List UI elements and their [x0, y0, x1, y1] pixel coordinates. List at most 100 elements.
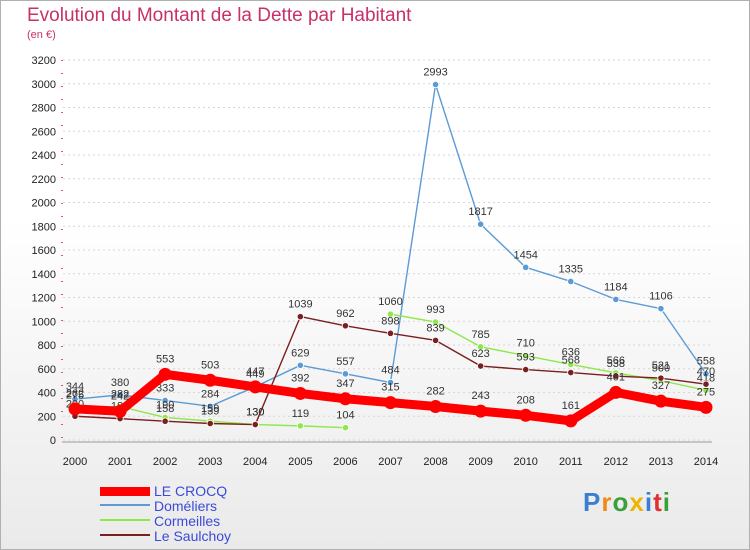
data-label-domeliers-2003: 284	[201, 388, 219, 400]
data-point-domeliers-2005	[296, 361, 304, 369]
x-tick-label-2003: 2003	[198, 456, 222, 468]
data-label-domeliers-2012: 1184	[604, 281, 628, 293]
y-tick-label-200: 200	[38, 411, 56, 423]
data-label-domeliers-2011: 1335	[559, 263, 583, 275]
data-point-le-crocq-2000	[68, 402, 82, 416]
data-point-le-saulchoy-2003	[206, 419, 214, 428]
y-tick-label-1400: 1400	[32, 269, 56, 281]
data-label-domeliers-2013: 1106	[649, 291, 673, 303]
legend-label-domeliers: Doméliers	[154, 498, 218, 514]
data-label-le-saulchoy-2011: 568	[562, 355, 580, 367]
data-label-le-crocq-2012: 401	[607, 371, 625, 383]
data-point-le-crocq-2013	[654, 394, 668, 408]
legend-swatch-le-saulchoy	[100, 534, 150, 536]
data-point-cormeilles-2005	[296, 422, 304, 430]
data-point-domeliers-2001	[116, 391, 124, 399]
y-tick-label-3200: 3200	[32, 55, 56, 67]
data-point-cormeilles-2009	[477, 343, 485, 351]
data-label-le-crocq-2006: 347	[336, 378, 354, 390]
data-point-domeliers-2012	[612, 295, 620, 303]
data-label-le-saulchoy-2008: 839	[426, 322, 444, 334]
data-point-domeliers-2007	[386, 378, 395, 387]
data-label-le-saulchoy-2010: 593	[517, 352, 535, 364]
data-point-le-saulchoy-2012	[612, 372, 620, 380]
data-point-le-crocq-2009	[474, 404, 488, 418]
x-tick-label-2012: 2012	[604, 456, 628, 468]
x-tick-label-2006: 2006	[333, 456, 357, 468]
data-label-cormeilles-2009: 785	[471, 329, 489, 341]
y-tick-label-3000: 3000	[32, 79, 56, 91]
data-label-le-crocq-2007: 315	[381, 382, 399, 394]
data-point-le-crocq-2003	[203, 373, 217, 387]
series-line-cormeilles-2	[389, 313, 707, 392]
data-label-cormeilles-2007: 1060	[378, 296, 402, 308]
data-label-cormeilles-2002: 190	[156, 399, 174, 411]
data-point-le-crocq-2006	[338, 392, 352, 406]
data-point-le-saulchoy-2006	[341, 322, 350, 330]
y-tick-label-2800: 2800	[32, 103, 56, 115]
data-point-le-crocq-2002	[158, 367, 172, 381]
data-label-domeliers-2006: 557	[336, 356, 354, 368]
data-label-cormeilles-2011: 636	[562, 346, 580, 358]
y-tick-label-2600: 2600	[32, 126, 56, 138]
data-point-le-saulchoy-2005	[296, 313, 304, 321]
y-tick-label-1200: 1200	[32, 293, 56, 305]
data-label-domeliers-2001: 380	[111, 377, 129, 389]
data-label-le-saulchoy-2004: 130	[246, 407, 264, 419]
data-label-cormeilles-2004: 130	[246, 407, 264, 419]
x-tick-label-2001: 2001	[108, 456, 132, 468]
logo-letter: r	[601, 487, 613, 517]
data-label-domeliers-2008: 2993	[423, 67, 447, 79]
data-label-cormeilles-2003: 159	[201, 403, 219, 415]
logo-letter: o	[612, 487, 630, 517]
data-label-le-crocq-2005: 392	[291, 372, 309, 384]
data-label-cormeilles-2001: 282	[111, 389, 129, 401]
data-label-cormeilles-2010: 710	[517, 338, 535, 350]
data-point-domeliers-2000	[71, 395, 79, 403]
data-label-le-saulchoy-2007: 898	[381, 315, 399, 327]
data-label-domeliers-2014: 558	[697, 356, 715, 368]
data-label-le-crocq-2004: 447	[246, 366, 264, 378]
x-tick-label-2000: 2000	[63, 456, 87, 468]
data-point-le-crocq-2004	[248, 380, 262, 394]
data-point-le-crocq-2012	[609, 385, 623, 399]
x-tick-label-2002: 2002	[153, 456, 177, 468]
data-label-domeliers-2005: 629	[291, 347, 309, 359]
data-point-le-saulchoy-2009	[477, 362, 485, 370]
logo-letter: i	[662, 487, 671, 517]
legend-swatch-domeliers	[100, 504, 150, 506]
data-point-le-crocq-2001	[113, 404, 127, 418]
data-point-le-crocq-2014	[699, 400, 713, 414]
data-label-le-crocq-2003: 503	[201, 359, 219, 371]
x-tick-label-2009: 2009	[468, 456, 492, 468]
legend-label-cormeilles: Cormeilles	[154, 513, 221, 529]
data-label-cormeilles-2005: 119	[292, 408, 310, 420]
y-tick-label-1800: 1800	[32, 221, 56, 233]
logo-letter: x	[629, 487, 645, 517]
data-point-le-saulchoy-2007	[386, 329, 395, 337]
x-tick-label-2007: 2007	[378, 456, 402, 468]
data-label-le-crocq-2002: 553	[156, 353, 174, 365]
data-point-domeliers-2009	[477, 220, 485, 228]
data-label-cormeilles-2000: 275	[66, 389, 84, 401]
data-label-le-crocq-2013: 327	[652, 380, 670, 392]
data-point-domeliers-2011	[567, 277, 575, 286]
data-label-domeliers-2010: 1454	[513, 249, 537, 261]
data-point-le-crocq-2005	[293, 386, 307, 400]
y-tick-label-0: 0	[50, 435, 56, 447]
data-point-domeliers-2010	[522, 263, 530, 271]
data-label-domeliers-2009: 1817	[468, 206, 492, 218]
data-label-domeliers-2002: 333	[156, 382, 174, 394]
data-label-le-saulchoy-2014: 470	[697, 366, 715, 378]
data-point-le-crocq-2011	[564, 414, 578, 428]
proxiti-logo[interactable]: Proxiti	[583, 487, 671, 518]
data-point-domeliers-2014	[702, 370, 710, 378]
data-label-le-crocq-2001: 242	[111, 390, 129, 402]
data-label-cormeilles-2008: 993	[426, 304, 444, 316]
legend-label-le-crocq: LE CROCQ	[154, 483, 228, 499]
data-label-le-saulchoy-2012: 538	[607, 358, 625, 370]
x-tick-label-2010: 2010	[513, 456, 537, 468]
data-point-le-saulchoy-2008	[431, 336, 440, 344]
